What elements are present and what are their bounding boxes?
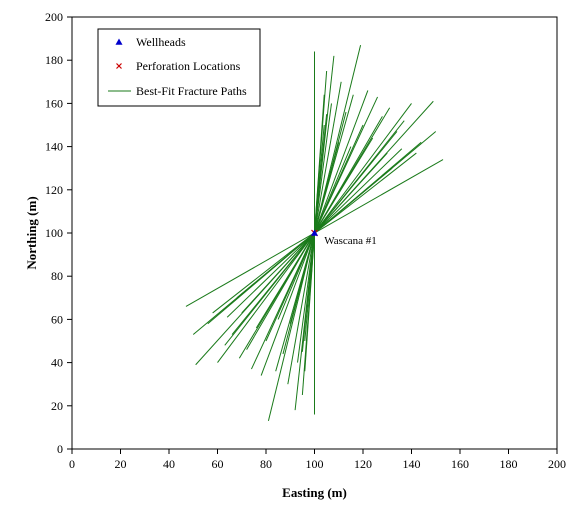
y-tick-label: 40: [51, 356, 63, 370]
y-tick-label: 160: [45, 96, 63, 110]
y-tick-label: 200: [45, 10, 63, 24]
well-annotation: Wascana #1: [324, 235, 377, 247]
x-tick-label: 200: [548, 457, 566, 471]
x-tick-label: 0: [69, 457, 75, 471]
y-tick-label: 80: [51, 269, 63, 283]
x-tick-label: 80: [260, 457, 272, 471]
y-tick-label: 180: [45, 53, 63, 67]
x-axis-label: Easting (m): [282, 485, 347, 500]
legend-label-fracture-paths: Best-Fit Fracture Paths: [136, 84, 247, 98]
y-tick-label: 20: [51, 399, 63, 413]
y-tick-label: 120: [45, 183, 63, 197]
x-tick-label: 20: [115, 457, 127, 471]
legend-label-wellheads: Wellheads: [136, 35, 186, 49]
x-axis: 0 20 40 60 80 100 120 140 160 180 200: [69, 449, 566, 471]
legend: Wellheads Perforation Locations Best-Fit…: [97, 28, 261, 107]
y-axis: 0 20 40 60 80 100 120 140 160 180 200: [45, 10, 72, 456]
legend-wellhead-triangle-icon: [115, 38, 123, 45]
x-tick-label: 100: [306, 457, 324, 471]
x-tick-label: 180: [500, 457, 518, 471]
wellhead-marker: [311, 229, 318, 236]
y-tick-label: 60: [51, 312, 63, 326]
y-tick-label: 0: [57, 442, 63, 456]
y-tick-label: 140: [45, 140, 63, 154]
plot-area: Wascana #1: [71, 16, 558, 450]
annotations: Wascana #1: [324, 235, 377, 247]
legend-box: [97, 28, 261, 107]
x-tick-label: 60: [212, 457, 224, 471]
y-axis-label: Northing (m): [24, 196, 39, 269]
markers: [311, 229, 318, 237]
y-tick-label: 100: [45, 226, 63, 240]
x-tick-label: 120: [354, 457, 372, 471]
x-tick-label: 160: [451, 457, 469, 471]
legend-perforation-x-icon: [116, 63, 122, 69]
legend-label-perforations: Perforation Locations: [136, 59, 241, 73]
x-tick-label: 140: [403, 457, 421, 471]
x-tick-label: 40: [163, 457, 175, 471]
